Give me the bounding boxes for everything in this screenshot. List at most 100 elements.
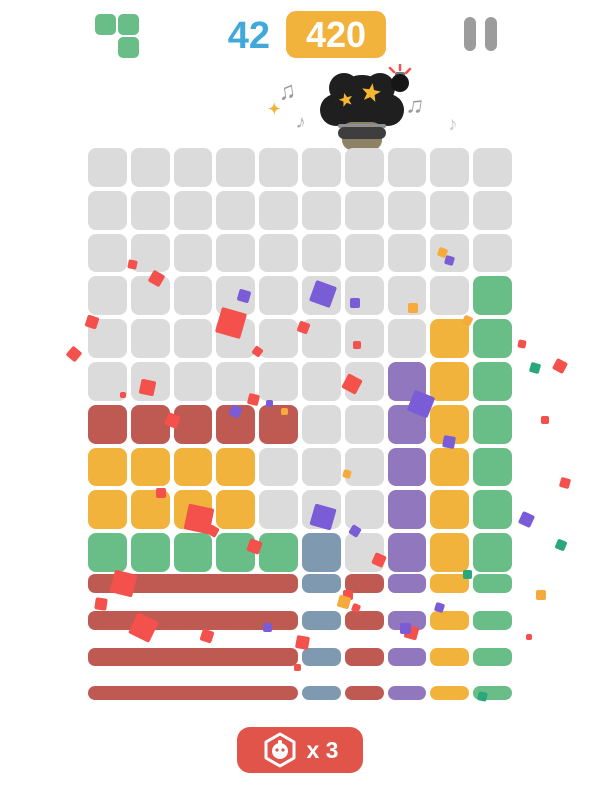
board-cell[interactable] <box>301 190 341 230</box>
board-cell[interactable] <box>301 233 341 273</box>
board-cell[interactable] <box>130 533 170 572</box>
board-cell[interactable] <box>259 319 298 358</box>
board-cell[interactable] <box>473 447 512 487</box>
board-cell[interactable] <box>216 190 256 230</box>
board-cell[interactable] <box>473 148 512 187</box>
clearing-row-segment <box>88 648 298 666</box>
bomb-icon <box>388 64 412 92</box>
confetti-particle <box>541 416 549 424</box>
board-cell[interactable] <box>301 148 341 187</box>
board-cell[interactable] <box>173 319 213 358</box>
board-cell[interactable] <box>88 447 127 487</box>
board-cell[interactable] <box>473 533 512 572</box>
board-cell[interactable] <box>387 233 427 273</box>
board-cell[interactable] <box>173 361 213 401</box>
board-cell[interactable] <box>473 319 512 358</box>
board-cell[interactable] <box>88 148 127 187</box>
star-icon <box>338 83 381 107</box>
pause-button[interactable] <box>464 17 512 53</box>
board-cell[interactable] <box>344 447 384 487</box>
board-cell[interactable] <box>130 190 170 230</box>
piece-preview-cell <box>118 37 139 58</box>
board-cell[interactable] <box>88 404 127 444</box>
board-cell[interactable] <box>88 490 127 530</box>
board-cell[interactable] <box>430 319 470 358</box>
board-cell[interactable] <box>259 533 298 572</box>
board-cell[interactable] <box>430 361 470 401</box>
board-cell[interactable] <box>259 276 298 316</box>
board-cell[interactable] <box>173 233 213 273</box>
game-board[interactable] <box>88 148 512 572</box>
board-cell[interactable] <box>387 190 427 230</box>
clearing-row-segment <box>302 611 341 630</box>
board-cell[interactable] <box>344 276 384 316</box>
board-cell[interactable] <box>216 447 256 487</box>
board-cell[interactable] <box>344 148 384 187</box>
board-cell[interactable] <box>259 490 298 530</box>
board-cell[interactable] <box>301 361 341 401</box>
board-cell[interactable] <box>301 533 341 572</box>
board-cell[interactable] <box>173 533 213 572</box>
clearing-row-segment <box>88 574 298 593</box>
board-cell[interactable] <box>430 447 470 487</box>
clearing-row-segment <box>344 648 384 666</box>
board-cell[interactable] <box>259 148 298 187</box>
board-cell[interactable] <box>430 533 470 572</box>
board-cell[interactable] <box>387 148 427 187</box>
board-cell[interactable] <box>430 190 470 230</box>
board-cell[interactable] <box>430 276 470 316</box>
best-score-badge: 420 <box>286 11 386 58</box>
board-cell[interactable] <box>173 148 213 187</box>
bomb-hexagon-icon <box>264 732 295 768</box>
confetti-particle <box>199 628 215 644</box>
board-cell[interactable] <box>130 404 170 444</box>
board-cell[interactable] <box>473 233 512 273</box>
board-cell[interactable] <box>473 361 512 401</box>
board-cell[interactable] <box>173 190 213 230</box>
clearing-row-segment <box>302 648 341 666</box>
board-cell[interactable] <box>259 233 298 273</box>
board-cell[interactable] <box>473 276 512 316</box>
clearing-row-segment <box>473 648 512 666</box>
board-cell[interactable] <box>130 233 170 273</box>
confetti-particle <box>336 594 352 610</box>
board-cell[interactable] <box>259 190 298 230</box>
board-cell[interactable] <box>173 447 213 487</box>
board-cell[interactable] <box>344 190 384 230</box>
board-cell[interactable] <box>88 233 127 273</box>
board-cell[interactable] <box>387 447 427 487</box>
board-cell[interactable] <box>173 276 213 316</box>
board-cell[interactable] <box>387 533 427 572</box>
board-cell[interactable] <box>473 404 512 444</box>
board-cell[interactable] <box>130 319 170 358</box>
board-cell[interactable] <box>88 533 127 572</box>
bomb-counter[interactable]: x 3 <box>237 727 363 773</box>
clearing-row-segment <box>344 686 384 700</box>
board-cell[interactable] <box>88 190 127 230</box>
board-cell[interactable] <box>130 148 170 187</box>
board-cell[interactable] <box>387 490 427 530</box>
board-cell[interactable] <box>430 148 470 187</box>
next-piece-preview[interactable] <box>95 14 141 60</box>
board-cell[interactable] <box>344 233 384 273</box>
board-cell[interactable] <box>216 490 256 530</box>
board-cell[interactable] <box>387 276 427 316</box>
board-cell[interactable] <box>344 490 384 530</box>
clearing-row-segment <box>430 686 470 700</box>
board-cell[interactable] <box>301 404 341 444</box>
board-cell[interactable] <box>344 319 384 358</box>
board-cell[interactable] <box>216 148 256 187</box>
board-cell[interactable] <box>473 490 512 530</box>
board-cell[interactable] <box>88 276 127 316</box>
board-cell[interactable] <box>259 447 298 487</box>
board-cell[interactable] <box>216 233 256 273</box>
board-cell[interactable] <box>173 404 213 444</box>
board-cell[interactable] <box>259 361 298 401</box>
board-cell[interactable] <box>130 447 170 487</box>
board-cell[interactable] <box>259 404 298 444</box>
board-cell[interactable] <box>430 490 470 530</box>
board-cell[interactable] <box>344 404 384 444</box>
board-cell[interactable] <box>301 447 341 487</box>
board-cell[interactable] <box>387 319 427 358</box>
board-cell[interactable] <box>473 190 512 230</box>
